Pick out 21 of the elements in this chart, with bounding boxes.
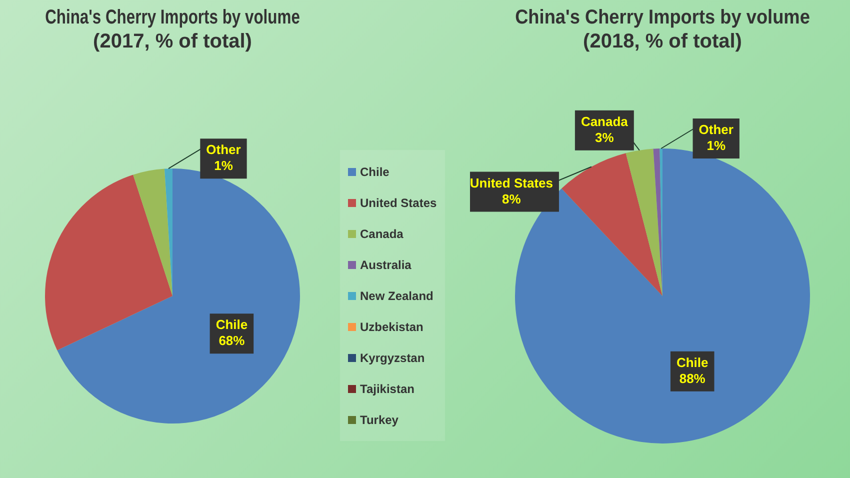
- chart-title: China's Cherry Imports by volume (2018, % of total): [515, 6, 810, 53]
- legend-label: Kyrgyzstan: [360, 350, 425, 364]
- slice-label: Canada: [580, 114, 629, 129]
- legend-label: Canada: [360, 226, 404, 240]
- legend-label: Chile: [360, 164, 390, 178]
- legend-label: Turkey: [360, 412, 398, 426]
- text: Other 1%: [206, 142, 241, 174]
- data-label: 3%: [595, 130, 614, 145]
- slice-label: Chile: [216, 317, 248, 332]
- legend-label: Australia: [360, 258, 412, 272]
- legend-label: Uzbekistan: [360, 320, 424, 334]
- chart-title: China's Cherry Imports by volume (2017, % of total): [45, 6, 300, 53]
- data-label: 68%: [218, 333, 246, 348]
- slice-label: United States: [470, 175, 553, 190]
- text: Other 1%: [698, 122, 734, 154]
- legend-label: New Zealand: [360, 288, 434, 302]
- data-label: 88%: [679, 371, 706, 386]
- slice-label: Chile: [676, 355, 708, 370]
- data-label: 8%: [502, 191, 522, 206]
- legend-label: United States: [360, 196, 437, 210]
- legend-label: Tajikistan: [360, 382, 414, 396]
